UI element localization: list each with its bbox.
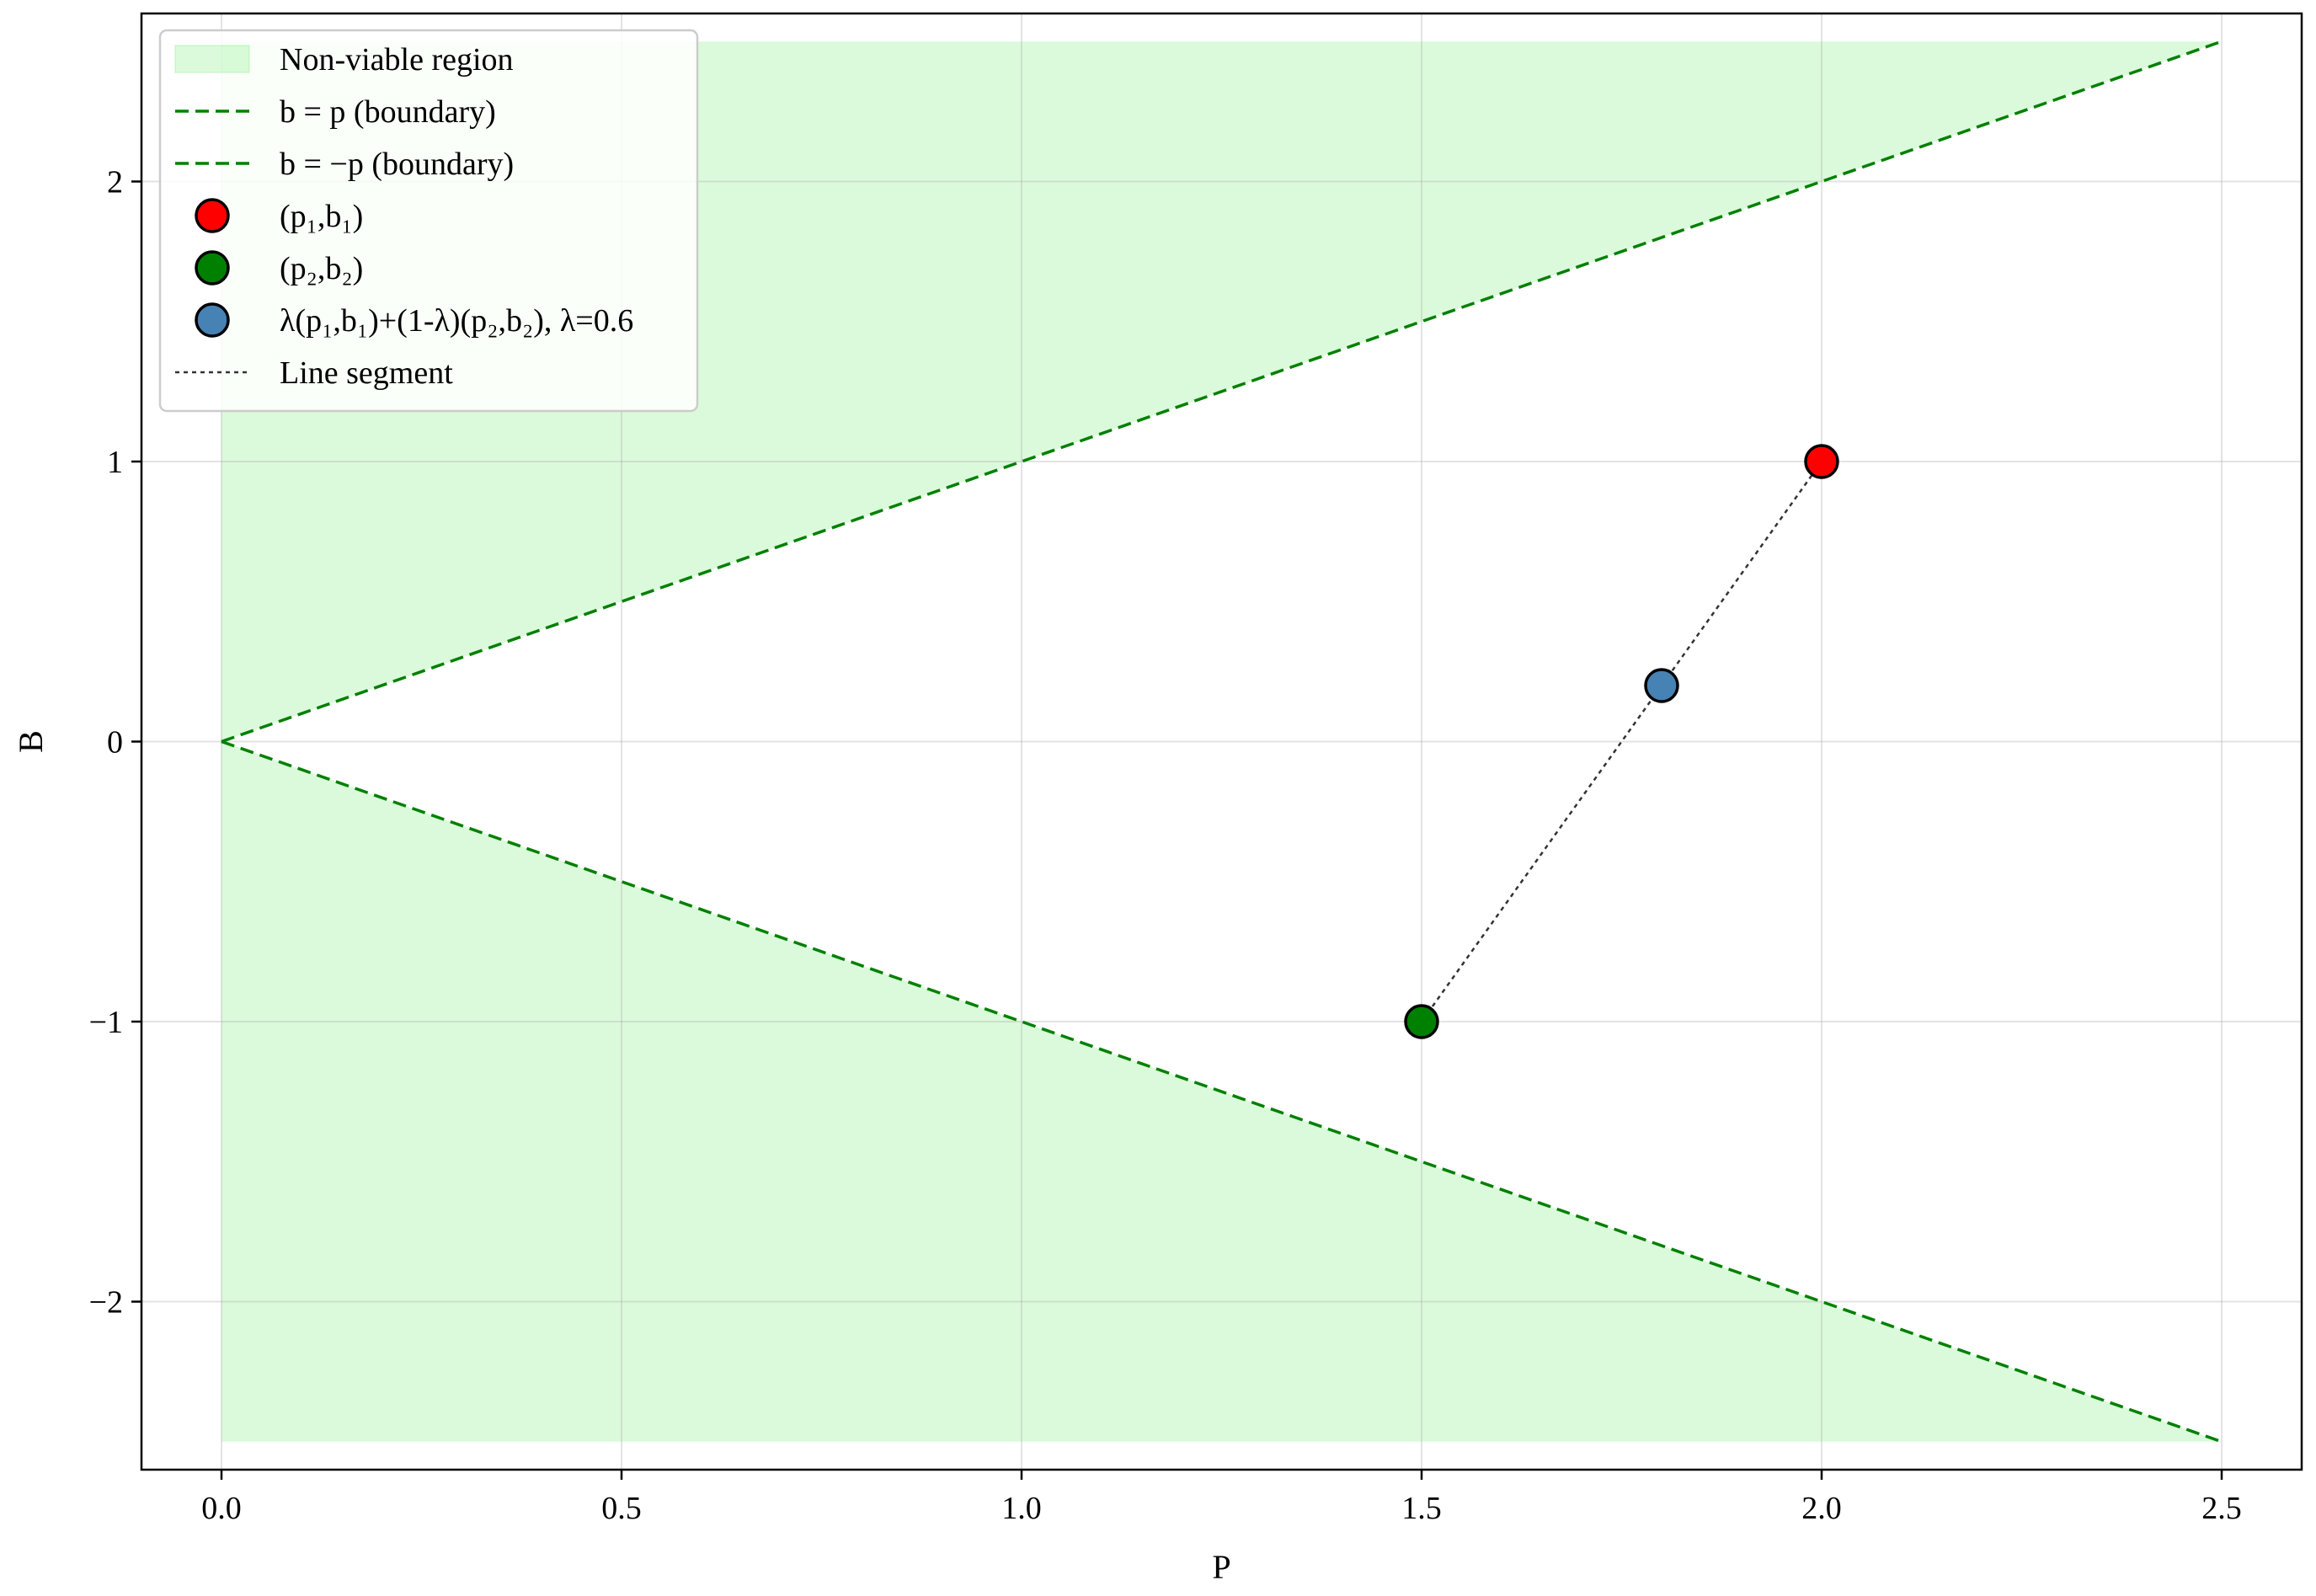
y-axis-label: B: [12, 730, 50, 753]
series-line-1: [221, 739, 2223, 1444]
series-line-0: [221, 40, 2223, 744]
series-layer: [221, 40, 2223, 1444]
y-tick-label-0: −2: [89, 1285, 123, 1321]
legend-label-3: (p₁,b₁): [280, 199, 363, 234]
x-tick-label-4: 2.0: [1801, 1491, 1842, 1526]
y-tick-label-1: −1: [89, 1005, 123, 1040]
y-tick-label-3: 1: [107, 445, 123, 480]
points-layer: [1404, 444, 1839, 1039]
legend-label-0: Non-viable region: [280, 42, 514, 77]
data-point-1: [1404, 1004, 1439, 1039]
legend-label-6: Line segment: [280, 355, 453, 391]
x-tick-label-3: 1.5: [1401, 1491, 1442, 1526]
x-tick-label-1: 0.5: [601, 1491, 642, 1526]
legend-label-1: b = p (boundary): [280, 94, 496, 130]
legend-marker-4: [195, 250, 230, 286]
data-point-0: [1804, 444, 1839, 479]
legend-label-5: λ(p₁,b₁)+(1-λ)(p₂,b₂), λ=0.6: [280, 303, 633, 339]
legend-label-4: (p₂,b₂): [280, 251, 363, 286]
series-line-2: [1420, 461, 1823, 1022]
x-tick-label-5: 2.5: [2201, 1491, 2242, 1526]
x-tick-label-2: 1.0: [1001, 1491, 1042, 1526]
ticks-layer: 0.0 0.5 1.0 1.5 2.0 2.5 −2 −1 0 1 2: [89, 165, 2242, 1527]
legend-box: [158, 29, 699, 413]
legend-marker-5: [195, 302, 230, 338]
x-tick-label-0: 0.0: [201, 1491, 242, 1526]
legend-marker-3: [195, 198, 230, 233]
legend: Non-viable region b = p (boundary) b = −p …: [158, 29, 699, 413]
x-axis-label: P: [1212, 1548, 1230, 1586]
y-tick-label-2: 0: [107, 725, 123, 761]
legend-label-2: b = −p (boundary): [280, 147, 514, 182]
data-point-2: [1644, 668, 1679, 703]
y-tick-label-4: 2: [107, 165, 123, 200]
legend-handle-0: [174, 45, 250, 73]
